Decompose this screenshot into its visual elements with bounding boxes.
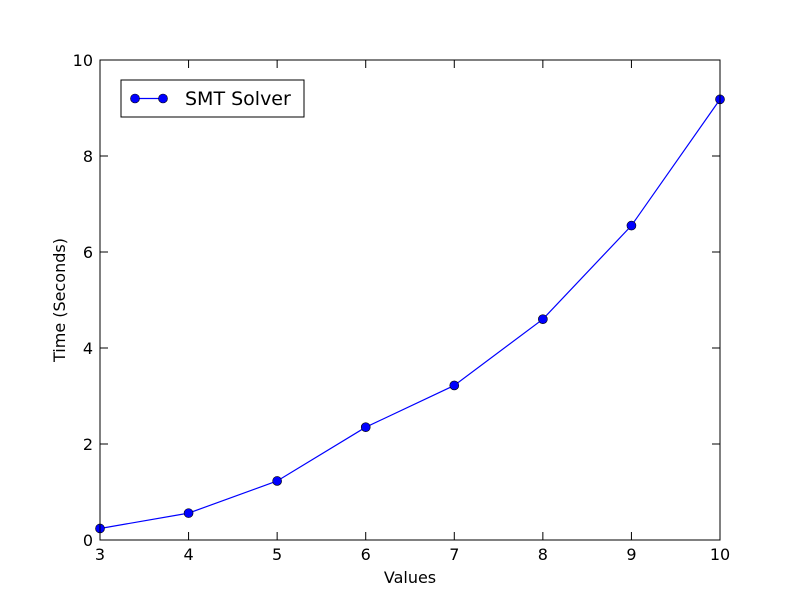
data-point (360, 422, 371, 433)
data-point (626, 220, 637, 231)
data-point (183, 508, 194, 518)
x-tick-label: 7 (449, 545, 459, 564)
plot-frame (99, 59, 721, 541)
tick-labels: 3 4 5 6 7 8 9 10 0 2 4 6 8 10 (73, 51, 731, 564)
x-tick-label: 6 (361, 545, 371, 564)
y-tick-label: 4 (83, 339, 93, 358)
legend-marker (158, 93, 168, 104)
y-tick-label: 6 (83, 243, 93, 262)
axis-ticks (99, 59, 721, 541)
x-tick-label: 8 (538, 545, 548, 564)
x-tick-label: 3 (95, 545, 105, 564)
x-tick-label: 10 (710, 545, 730, 564)
y-tick-label: 2 (83, 435, 93, 454)
series-line-smt-solver (99, 99, 721, 530)
y-axis-label: Time (Seconds) (50, 238, 69, 363)
x-tick-label: 9 (626, 545, 636, 564)
x-tick-label: 5 (272, 545, 282, 564)
data-point (538, 314, 548, 325)
data-point (449, 380, 460, 391)
legend-marker (130, 93, 140, 104)
legend: SMT Solver (120, 79, 305, 118)
x-tick-label: 4 (183, 545, 193, 564)
series-layer (95, 94, 725, 534)
data-point (272, 476, 282, 486)
legend-label: SMT Solver (185, 88, 291, 110)
y-tick-label: 0 (83, 531, 93, 550)
y-tick-label: 10 (73, 51, 93, 70)
x-axis-label: Values (384, 568, 436, 587)
y-tick-label: 8 (83, 147, 93, 166)
